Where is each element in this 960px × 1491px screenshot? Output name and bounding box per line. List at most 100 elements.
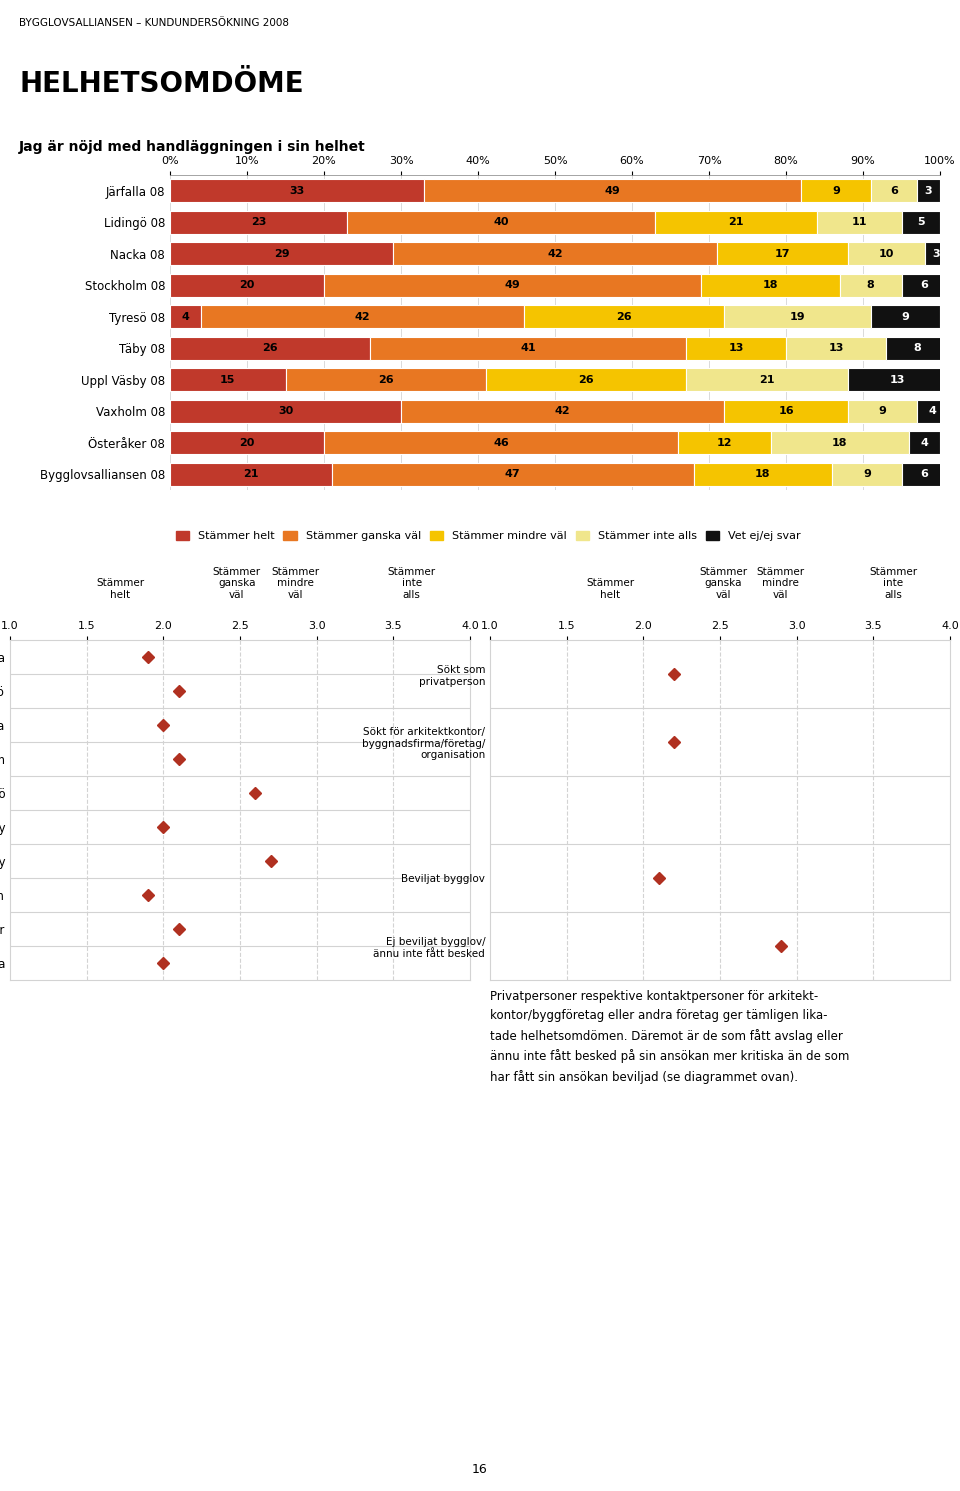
- Text: Stämmer
ganska
väl: Stämmer ganska väl: [699, 567, 748, 599]
- Bar: [486, 368, 685, 391]
- Bar: [324, 431, 678, 455]
- Text: 4: 4: [921, 438, 928, 447]
- Bar: [170, 368, 285, 391]
- Bar: [170, 306, 201, 328]
- Text: 20: 20: [239, 280, 254, 291]
- Bar: [170, 462, 332, 486]
- Text: 21: 21: [243, 470, 258, 479]
- Bar: [840, 274, 901, 297]
- Text: 16: 16: [472, 1463, 488, 1476]
- Text: Stämmer
mindre
väl: Stämmer mindre väl: [271, 567, 319, 599]
- Bar: [817, 210, 901, 234]
- Text: 19: 19: [790, 312, 805, 322]
- Bar: [332, 462, 694, 486]
- Bar: [524, 306, 725, 328]
- Text: 46: 46: [493, 438, 509, 447]
- Text: 11: 11: [852, 218, 867, 227]
- Bar: [832, 462, 901, 486]
- Text: HELHETSOMDÖME: HELHETSOMDÖME: [19, 70, 303, 98]
- Bar: [371, 337, 685, 359]
- Text: 9: 9: [901, 312, 909, 322]
- Text: 42: 42: [354, 312, 371, 322]
- Text: 18: 18: [756, 470, 771, 479]
- Bar: [786, 337, 886, 359]
- Bar: [717, 243, 848, 265]
- Text: 47: 47: [505, 470, 520, 479]
- Bar: [725, 306, 871, 328]
- Text: 6: 6: [921, 280, 928, 291]
- Bar: [348, 210, 655, 234]
- Bar: [848, 368, 948, 391]
- Bar: [917, 400, 948, 422]
- Text: 49: 49: [505, 280, 520, 291]
- Text: 9: 9: [863, 470, 871, 479]
- Bar: [170, 337, 371, 359]
- Text: 42: 42: [547, 249, 563, 259]
- Bar: [802, 179, 871, 203]
- Text: 15: 15: [220, 374, 235, 385]
- Bar: [924, 243, 948, 265]
- Text: 26: 26: [262, 343, 277, 353]
- Bar: [201, 306, 524, 328]
- Text: 16: 16: [779, 406, 794, 416]
- Bar: [324, 274, 702, 297]
- Text: Stämmer
helt: Stämmer helt: [586, 579, 634, 599]
- Bar: [685, 368, 848, 391]
- Text: 10: 10: [878, 249, 894, 259]
- Legend: Stämmer helt, Stämmer ganska väl, Stämmer mindre väl, Stämmer inte alls, Vet ej/: Stämmer helt, Stämmer ganska väl, Stämme…: [176, 531, 801, 541]
- Text: 26: 26: [378, 374, 394, 385]
- Text: Privatpersoner respektive kontaktpersoner för arkitekt-
kontor/byggföretag eller: Privatpersoner respektive kontaktpersone…: [490, 990, 850, 1084]
- Bar: [848, 243, 924, 265]
- Text: 17: 17: [775, 249, 790, 259]
- Bar: [678, 431, 771, 455]
- Text: 6: 6: [921, 470, 928, 479]
- Text: 41: 41: [520, 343, 536, 353]
- Text: 20: 20: [239, 438, 254, 447]
- Text: 13: 13: [828, 343, 844, 353]
- Bar: [917, 179, 940, 203]
- Bar: [901, 210, 940, 234]
- Text: 33: 33: [289, 186, 304, 195]
- Text: 12: 12: [717, 438, 732, 447]
- Text: 8: 8: [867, 280, 875, 291]
- Text: 6: 6: [890, 186, 898, 195]
- Text: 26: 26: [616, 312, 632, 322]
- Bar: [693, 462, 832, 486]
- Bar: [170, 400, 401, 422]
- Text: 4: 4: [181, 312, 189, 322]
- Text: 30: 30: [277, 406, 293, 416]
- Bar: [909, 431, 940, 455]
- Bar: [871, 179, 917, 203]
- Text: Stämmer
helt: Stämmer helt: [96, 579, 144, 599]
- Bar: [401, 400, 725, 422]
- Bar: [685, 337, 786, 359]
- Text: 9: 9: [878, 406, 886, 416]
- Bar: [655, 210, 817, 234]
- Bar: [901, 274, 948, 297]
- Text: 3: 3: [932, 249, 940, 259]
- Text: 26: 26: [578, 374, 593, 385]
- Text: BYGGLOVSALLIANSEN – KUNDUNDERSÖKNING 2008: BYGGLOVSALLIANSEN – KUNDUNDERSÖKNING 200…: [19, 18, 289, 28]
- Bar: [170, 179, 424, 203]
- Text: 42: 42: [555, 406, 570, 416]
- Text: 13: 13: [890, 374, 905, 385]
- Text: 13: 13: [729, 343, 744, 353]
- Bar: [886, 337, 948, 359]
- Text: 23: 23: [251, 218, 266, 227]
- Bar: [170, 243, 394, 265]
- Bar: [702, 274, 840, 297]
- Text: 3: 3: [924, 186, 932, 195]
- Bar: [848, 400, 917, 422]
- Text: 49: 49: [605, 186, 620, 195]
- Text: Stämmer
ganska
väl: Stämmer ganska väl: [212, 567, 261, 599]
- Text: Jag är nöjd med handläggningen i sin helhet: Jag är nöjd med handläggningen i sin hel…: [19, 140, 366, 154]
- Bar: [424, 179, 802, 203]
- Bar: [771, 431, 909, 455]
- Bar: [871, 306, 940, 328]
- Bar: [725, 400, 848, 422]
- Text: 21: 21: [759, 374, 775, 385]
- Text: 8: 8: [913, 343, 921, 353]
- Text: Stämmer
mindre
väl: Stämmer mindre väl: [756, 567, 804, 599]
- Bar: [170, 210, 348, 234]
- Text: 18: 18: [763, 280, 779, 291]
